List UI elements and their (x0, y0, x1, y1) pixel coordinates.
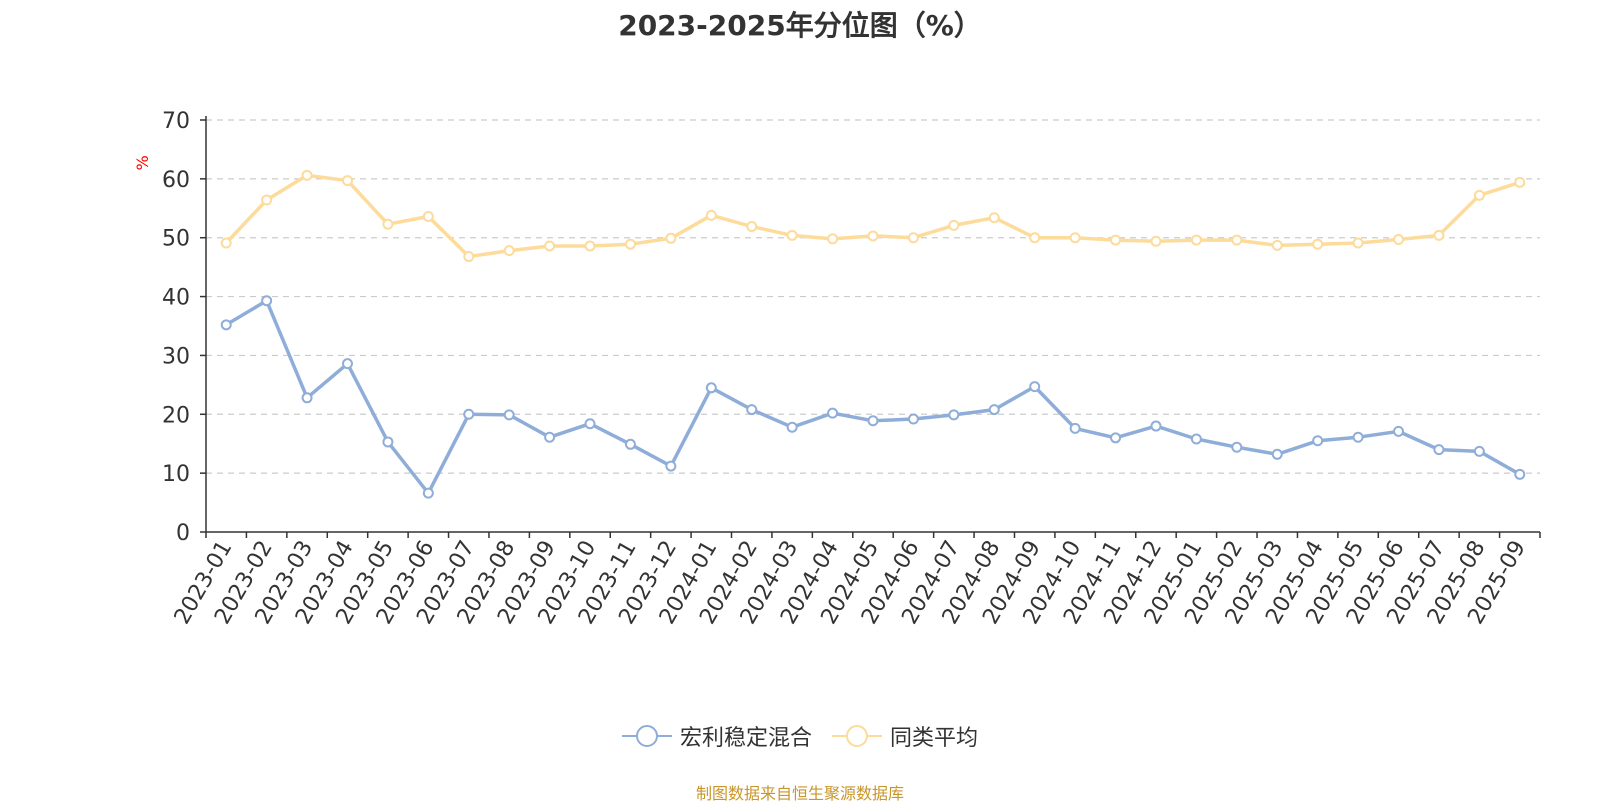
legend-marker-series-1 (621, 725, 672, 747)
data-point-series-2 (705, 209, 717, 221)
series-lines (220, 169, 1526, 499)
data-point-series-2 (1312, 238, 1324, 250)
legend: 宏利稳定混合 同类平均 (0, 720, 1600, 752)
data-point-series-1 (503, 409, 515, 421)
grid-lines (206, 119, 1540, 474)
data-point-series-1 (382, 436, 394, 448)
y-tick-label: 70 (162, 109, 190, 134)
data-point-series-1 (746, 404, 758, 416)
data-point-series-1 (1433, 444, 1445, 456)
data-point-series-2 (827, 233, 839, 245)
y-tick-label: 10 (162, 462, 190, 487)
series-line-1 (225, 298, 1521, 495)
y-tick-label: 40 (162, 286, 190, 311)
data-point-series-2 (624, 238, 636, 250)
data-point-series-2 (1110, 234, 1122, 246)
data-point-series-2 (665, 232, 677, 244)
data-point-series-1 (1352, 431, 1364, 443)
data-point-series-1 (584, 418, 596, 430)
data-point-series-2 (1069, 232, 1081, 244)
data-point-series-1 (1231, 441, 1243, 453)
data-point-series-1 (261, 295, 273, 307)
data-point-series-1 (705, 382, 717, 394)
data-point-series-1 (544, 431, 556, 443)
data-point-series-1 (463, 408, 475, 420)
data-point-series-1 (422, 487, 434, 499)
data-point-series-2 (301, 169, 313, 181)
data-point-series-2 (907, 232, 919, 244)
data-point-series-1 (624, 438, 636, 450)
legend-item-series-1[interactable]: 宏利稳定混合 (621, 720, 812, 752)
data-point-series-2 (584, 240, 596, 252)
data-point-series-1 (907, 413, 919, 425)
data-point-series-1 (948, 409, 960, 421)
data-point-series-2 (261, 194, 273, 206)
data-point-series-1 (1150, 420, 1162, 432)
data-point-series-1 (1473, 445, 1485, 457)
data-point-series-2 (786, 229, 798, 241)
data-point-series-2 (1514, 176, 1526, 188)
data-point-series-1 (1110, 432, 1122, 444)
y-tick-label: 20 (162, 403, 190, 428)
data-point-series-2 (341, 175, 353, 187)
data-point-series-1 (1069, 422, 1081, 434)
data-point-series-1 (1029, 381, 1041, 393)
data-point-series-2 (1190, 234, 1202, 246)
data-point-series-2 (422, 211, 434, 223)
data-point-series-1 (1271, 448, 1283, 460)
data-point-series-2 (220, 237, 232, 249)
legend-item-series-2[interactable]: 同类平均 (832, 720, 978, 752)
data-point-series-2 (1150, 235, 1162, 247)
data-point-series-2 (746, 221, 758, 233)
data-point-series-1 (786, 421, 798, 433)
data-point-series-1 (1393, 425, 1405, 437)
data-point-series-1 (341, 358, 353, 370)
data-point-series-2 (988, 212, 1000, 224)
data-point-series-2 (1029, 232, 1041, 244)
data-point-series-2 (1271, 239, 1283, 251)
data-point-series-1 (827, 407, 839, 419)
data-point-series-1 (220, 319, 232, 331)
data-point-series-2 (948, 219, 960, 231)
data-point-series-2 (503, 245, 515, 257)
y-tick-label: 50 (162, 227, 190, 252)
data-point-series-1 (867, 415, 879, 427)
legend-label-series-2: 同类平均 (890, 726, 979, 751)
legend-marker-series-2 (832, 725, 882, 747)
axes (200, 116, 1541, 538)
chart-title: 2023-2025年分位图（%） (618, 9, 982, 42)
data-point-series-2 (544, 240, 556, 252)
data-point-series-1 (1190, 433, 1202, 445)
data-point-series-2 (1352, 237, 1364, 249)
data-point-series-1 (665, 460, 677, 472)
data-point-series-2 (1433, 229, 1445, 241)
source-note: 制图数据来自恒生聚源数据库 (695, 784, 904, 803)
data-point-series-2 (867, 230, 879, 242)
y-tick-label: 0 (176, 521, 190, 546)
data-point-series-1 (1514, 468, 1526, 480)
legend-label-series-1: 宏利稳定混合 (679, 726, 812, 751)
data-point-series-2 (1231, 234, 1243, 246)
y-axis-label: % (133, 155, 152, 170)
data-point-series-2 (1473, 189, 1485, 201)
data-point-series-1 (1312, 435, 1324, 447)
series-line-2 (224, 173, 1521, 259)
data-point-series-2 (1393, 233, 1405, 245)
data-point-series-1 (988, 404, 1000, 416)
data-point-series-2 (382, 218, 394, 230)
y-tick-label: 30 (162, 344, 190, 369)
y-tick-label: 60 (162, 168, 190, 193)
data-point-series-2 (463, 251, 475, 263)
data-point-series-1 (301, 392, 313, 404)
